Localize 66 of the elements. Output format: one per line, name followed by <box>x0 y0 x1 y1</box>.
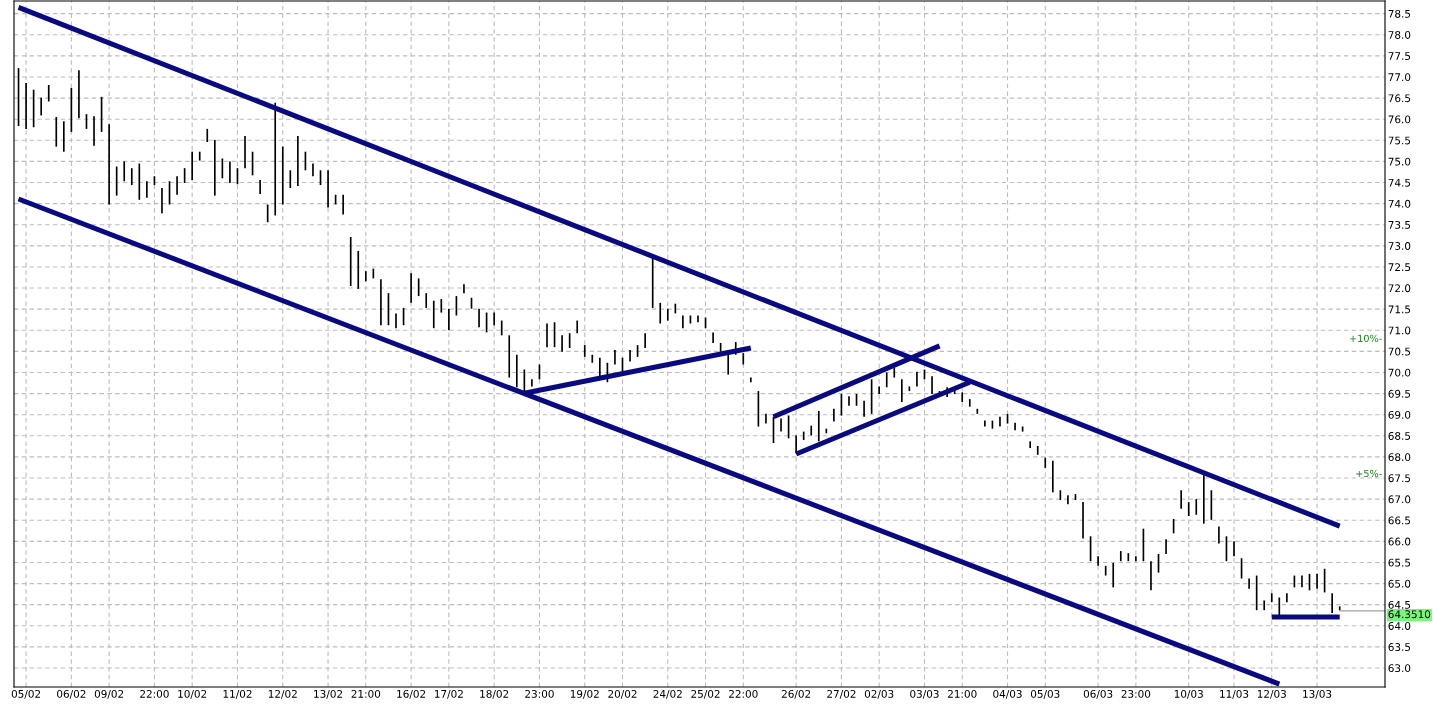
y-tick-label: 67.5 <box>1388 474 1411 483</box>
y-tick-label: 69.5 <box>1388 389 1411 398</box>
y-tick-label: 65.0 <box>1388 579 1411 588</box>
y-tick-label: 73.5 <box>1388 220 1411 229</box>
x-tick-label: 16/02 <box>397 689 426 699</box>
x-tick-label: 20/02 <box>608 689 637 699</box>
x-tick-label: 04/03 <box>993 689 1022 699</box>
y-tick-label: 74.5 <box>1388 178 1411 187</box>
x-tick-label: 26/02 <box>781 689 811 699</box>
y-tick-label: 72.5 <box>1388 263 1411 272</box>
y-tick-label: 64.5 <box>1388 600 1411 609</box>
x-tick-label: 03/03 <box>910 689 939 699</box>
x-tick-label: 23:00 <box>525 689 554 698</box>
x-tick-label: 19/02 <box>570 689 599 699</box>
y-tick-label: 76.0 <box>1388 115 1411 124</box>
y-tick-label: 76.5 <box>1388 94 1411 103</box>
y-tick-label: 64.0 <box>1388 622 1411 630</box>
y-tick-label: 77.0 <box>1388 73 1411 82</box>
x-tick-label: 13/03 <box>1303 689 1332 699</box>
y-tick-label: 71.5 <box>1388 305 1411 314</box>
y-tick-label: 68.0 <box>1388 453 1411 462</box>
y-tick-label: 75.5 <box>1388 136 1411 145</box>
y-tick-label: 74.0 <box>1388 199 1411 208</box>
x-tick-label: 10/03 <box>1174 689 1203 699</box>
x-tick-label: 02/03 <box>864 689 894 699</box>
x-tick-label: 05/03 <box>1030 689 1060 699</box>
y-tick-label: 78.5 <box>1388 9 1411 18</box>
y-tick-label: 67.0 <box>1388 495 1411 504</box>
x-tick-label: 12/02 <box>268 689 297 699</box>
y-tick-label: 63.0 <box>1388 664 1411 673</box>
x-tick-label: 11/03 <box>1220 689 1249 699</box>
x-tick-label: 12/03 <box>1257 689 1286 699</box>
ref-line-label: 64.3510 <box>1388 610 1431 619</box>
y-tick-label: 75.0 <box>1388 157 1411 166</box>
y-tick-label: 70.5 <box>1388 347 1411 356</box>
x-tick-label: 17/02 <box>434 689 463 699</box>
y-tick-label: 69.0 <box>1388 410 1411 419</box>
y-tick-label: 73.0 <box>1388 242 1411 250</box>
x-tick-label: 13/02 <box>314 689 343 699</box>
x-tick-label: 05/02 <box>11 689 41 699</box>
x-tick-label: 10/02 <box>178 689 207 699</box>
x-tick-label: 23:00 <box>1121 689 1151 698</box>
x-tick-label: 25/02 <box>691 689 720 699</box>
y-tick-label: 66.5 <box>1388 516 1411 525</box>
x-tick-label: 06/03 <box>1083 689 1113 699</box>
x-tick-label: 09/02 <box>94 689 124 699</box>
x-tick-label: 22:00 <box>729 689 758 698</box>
x-tick-label: 24/02 <box>653 689 682 699</box>
x-tick-label: 11/02 <box>223 689 252 699</box>
y-tick-label: 70.0 <box>1388 368 1411 377</box>
y-tick-label: 77.5 <box>1388 52 1411 60</box>
x-tick-label: 06/02 <box>57 689 86 699</box>
y-tick-label: 71.0 <box>1388 326 1411 335</box>
x-tick-label: 21:00 <box>947 689 977 698</box>
x-tick-label: 18/02 <box>480 689 509 699</box>
text: +10%- <box>1350 334 1382 343</box>
text: +5%- <box>1356 469 1382 478</box>
y-tick-label: 66.0 <box>1388 537 1411 546</box>
y-tick-label: 68.5 <box>1388 432 1411 440</box>
y-tick-label: 63.5 <box>1388 643 1411 651</box>
x-tick-label: 22:00 <box>140 689 169 698</box>
y-tick-label: 72.0 <box>1388 284 1411 293</box>
x-tick-label: 27/02 <box>827 689 856 699</box>
y-tick-label: 78.0 <box>1388 31 1411 39</box>
y-tick-label: 65.5 <box>1388 558 1411 567</box>
x-tick-label: 21:00 <box>351 689 381 698</box>
